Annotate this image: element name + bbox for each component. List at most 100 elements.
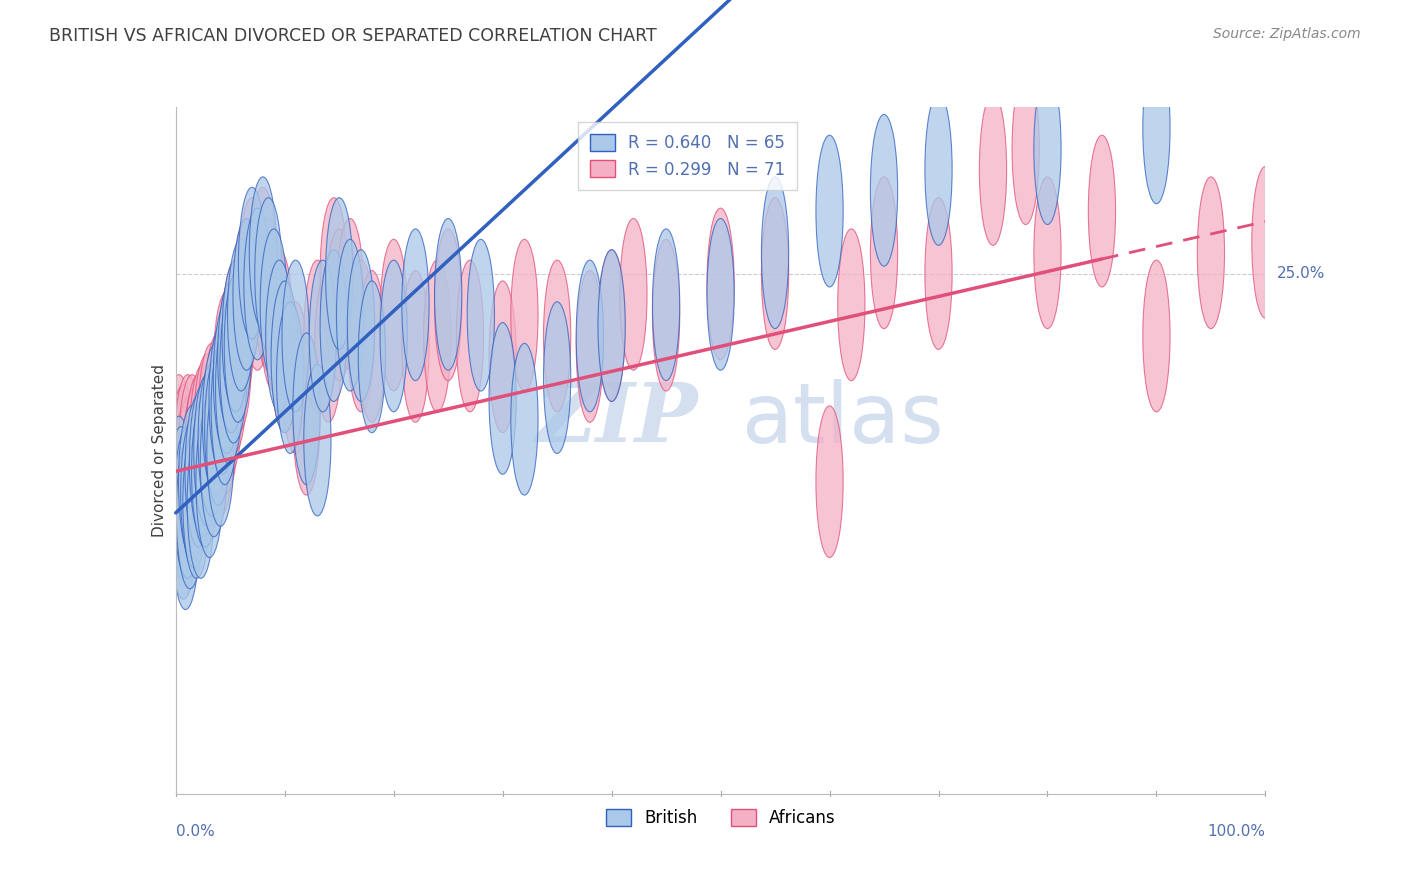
- Ellipse shape: [380, 239, 408, 391]
- Ellipse shape: [202, 354, 229, 506]
- Ellipse shape: [170, 448, 197, 599]
- Ellipse shape: [176, 395, 204, 547]
- Ellipse shape: [1143, 260, 1170, 412]
- Text: ZIP: ZIP: [536, 379, 699, 459]
- Ellipse shape: [170, 385, 197, 537]
- Ellipse shape: [925, 94, 952, 245]
- Ellipse shape: [1033, 177, 1062, 328]
- Ellipse shape: [707, 219, 734, 370]
- Ellipse shape: [870, 114, 897, 266]
- Ellipse shape: [304, 260, 330, 412]
- Ellipse shape: [283, 301, 309, 453]
- Ellipse shape: [1088, 136, 1115, 287]
- Ellipse shape: [215, 312, 243, 464]
- Ellipse shape: [207, 375, 233, 526]
- Ellipse shape: [174, 375, 201, 526]
- Ellipse shape: [321, 250, 347, 401]
- Ellipse shape: [402, 270, 429, 422]
- Ellipse shape: [200, 385, 228, 537]
- Ellipse shape: [576, 260, 603, 412]
- Ellipse shape: [434, 219, 461, 370]
- Ellipse shape: [576, 270, 603, 422]
- Ellipse shape: [228, 239, 254, 391]
- Ellipse shape: [260, 239, 287, 391]
- Ellipse shape: [467, 239, 495, 391]
- Ellipse shape: [309, 260, 336, 412]
- Ellipse shape: [209, 323, 236, 475]
- Ellipse shape: [544, 260, 571, 412]
- Ellipse shape: [266, 250, 292, 401]
- Ellipse shape: [326, 229, 353, 381]
- Text: 100.0%: 100.0%: [1208, 824, 1265, 839]
- Ellipse shape: [207, 364, 233, 516]
- Ellipse shape: [222, 260, 249, 412]
- Y-axis label: Divorced or Separated: Divorced or Separated: [152, 364, 167, 537]
- Ellipse shape: [423, 260, 451, 412]
- Ellipse shape: [224, 270, 252, 422]
- Ellipse shape: [249, 187, 277, 339]
- Ellipse shape: [198, 343, 225, 495]
- Ellipse shape: [249, 177, 277, 328]
- Ellipse shape: [167, 395, 195, 547]
- Ellipse shape: [176, 437, 204, 589]
- Ellipse shape: [598, 250, 626, 401]
- Ellipse shape: [186, 375, 212, 526]
- Ellipse shape: [271, 281, 298, 433]
- Ellipse shape: [510, 343, 538, 495]
- Ellipse shape: [214, 292, 240, 443]
- Ellipse shape: [191, 385, 219, 537]
- Text: atlas: atlas: [742, 379, 943, 459]
- Ellipse shape: [200, 364, 228, 516]
- Ellipse shape: [304, 364, 330, 516]
- Ellipse shape: [925, 198, 952, 350]
- Ellipse shape: [652, 229, 679, 381]
- Ellipse shape: [228, 250, 254, 401]
- Text: BRITISH VS AFRICAN DIVORCED OR SEPARATED CORRELATION CHART: BRITISH VS AFRICAN DIVORCED OR SEPARATED…: [49, 27, 657, 45]
- Ellipse shape: [243, 208, 271, 359]
- Ellipse shape: [652, 239, 679, 391]
- Ellipse shape: [179, 375, 205, 526]
- Ellipse shape: [544, 301, 571, 453]
- Ellipse shape: [194, 354, 221, 506]
- Ellipse shape: [194, 375, 221, 526]
- Ellipse shape: [815, 406, 844, 558]
- Ellipse shape: [174, 426, 201, 578]
- Ellipse shape: [219, 301, 247, 453]
- Ellipse shape: [292, 333, 321, 484]
- Ellipse shape: [598, 250, 626, 401]
- Ellipse shape: [239, 187, 266, 339]
- Ellipse shape: [218, 281, 245, 433]
- Ellipse shape: [222, 260, 249, 412]
- Ellipse shape: [326, 198, 353, 350]
- Ellipse shape: [205, 354, 232, 506]
- Text: Source: ZipAtlas.com: Source: ZipAtlas.com: [1213, 27, 1361, 41]
- Ellipse shape: [233, 219, 260, 370]
- Ellipse shape: [166, 417, 193, 568]
- Ellipse shape: [243, 219, 271, 370]
- Ellipse shape: [271, 281, 298, 433]
- Ellipse shape: [187, 426, 215, 578]
- Ellipse shape: [489, 323, 516, 475]
- Ellipse shape: [172, 406, 200, 558]
- Ellipse shape: [336, 239, 364, 391]
- Ellipse shape: [359, 281, 385, 433]
- Ellipse shape: [359, 270, 385, 422]
- Ellipse shape: [336, 219, 364, 370]
- Ellipse shape: [218, 281, 245, 433]
- Ellipse shape: [260, 229, 287, 381]
- Ellipse shape: [321, 198, 347, 350]
- Ellipse shape: [166, 375, 193, 526]
- Ellipse shape: [707, 208, 734, 359]
- Ellipse shape: [187, 395, 215, 547]
- Ellipse shape: [215, 323, 243, 475]
- Ellipse shape: [202, 343, 229, 495]
- Ellipse shape: [191, 395, 219, 547]
- Ellipse shape: [380, 260, 408, 412]
- Ellipse shape: [457, 260, 484, 412]
- Ellipse shape: [510, 239, 538, 391]
- Ellipse shape: [1198, 177, 1225, 328]
- Ellipse shape: [283, 260, 309, 412]
- Ellipse shape: [180, 406, 208, 558]
- Ellipse shape: [179, 406, 205, 558]
- Ellipse shape: [1012, 73, 1039, 225]
